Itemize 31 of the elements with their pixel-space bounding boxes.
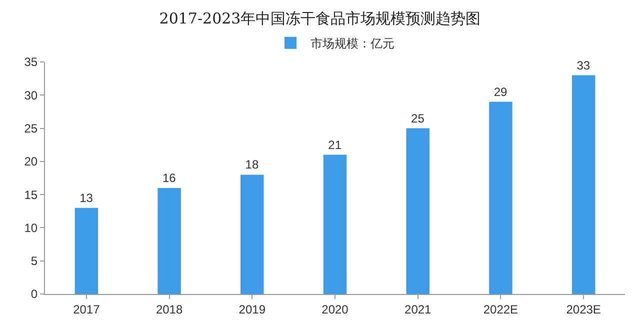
bar	[489, 102, 512, 294]
data-label: 13	[80, 190, 94, 205]
x-tick-label: 2020	[322, 302, 349, 316]
data-label: 21	[328, 138, 342, 152]
data-label: 29	[494, 84, 508, 99]
x-tick-label: 2023E	[566, 302, 601, 316]
y-tick-label: 25	[24, 121, 38, 136]
y-tick-label: 35	[24, 55, 38, 70]
y-tick-label: 20	[24, 154, 38, 169]
y-tick-label: 10	[24, 220, 38, 235]
x-tick-label: 2019	[238, 302, 266, 316]
bar	[323, 154, 347, 294]
y-tick-label: 30	[24, 88, 38, 102]
x-tick-label: 2018	[156, 302, 183, 316]
x-tick-label: 2017	[73, 302, 100, 316]
data-label: 16	[162, 170, 176, 185]
legend-label: 市场规模：亿元	[310, 36, 394, 51]
bar	[240, 174, 264, 294]
bar	[406, 128, 430, 294]
bar	[74, 208, 98, 294]
bar	[158, 188, 181, 294]
data-label: 18	[245, 158, 259, 172]
data-label: 25	[411, 111, 425, 126]
y-tick-label: 0	[30, 287, 38, 302]
y-tick-label: 5	[30, 254, 38, 268]
y-tick-label: 15	[24, 188, 38, 202]
data-label: 33	[576, 58, 590, 72]
x-tick-label: 2022E	[483, 302, 518, 316]
x-tick-label: 2021	[404, 302, 432, 316]
chart-title: 2017-2023年中国冻干食品市场规模预测趋势图	[159, 9, 481, 28]
bar	[572, 75, 596, 294]
